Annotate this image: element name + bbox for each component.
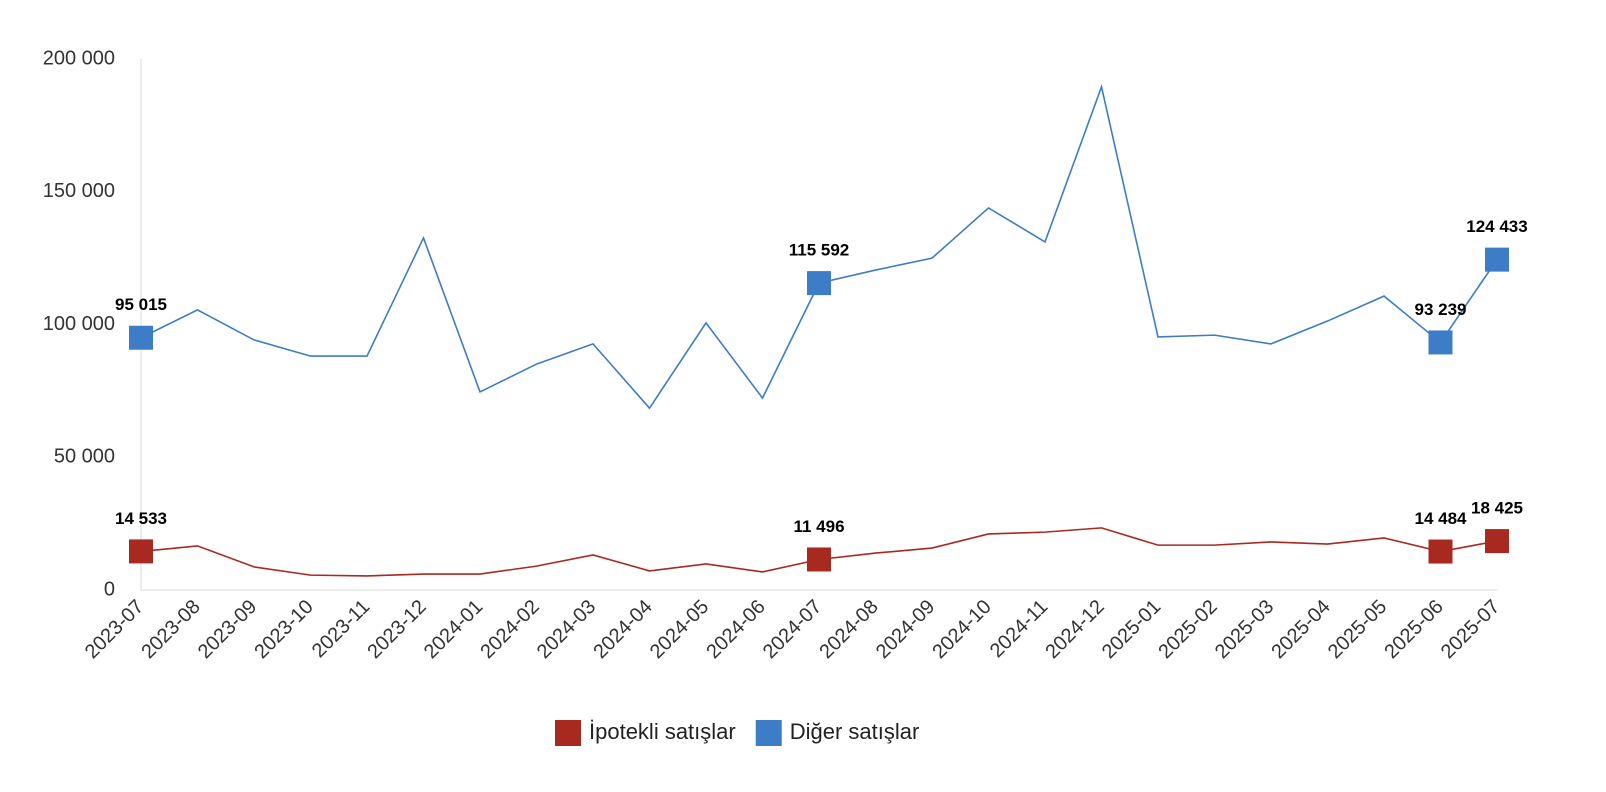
y-tick-label: 150 000 [43, 180, 115, 202]
legend-swatch [755, 720, 782, 746]
data-marker [807, 271, 831, 296]
y-tick-label: 0 [104, 578, 115, 600]
x-tick-label: 2025-04 [1267, 596, 1334, 663]
data-marker [1428, 539, 1453, 564]
x-tick-label: 2025-06 [1380, 596, 1447, 663]
x-tick-label: 2023-11 [308, 596, 374, 662]
x-tick-label: 2025-07 [1437, 596, 1504, 663]
data-marker [129, 539, 153, 564]
x-tick-label: 2024-03 [533, 596, 600, 663]
data-label: 18 425 [1471, 499, 1523, 518]
x-tick-label: 2023-10 [250, 596, 317, 663]
x-tick-label: 2025-01 [1098, 596, 1165, 663]
data-label: 93 239 [1415, 300, 1467, 319]
x-tick-label: 2023-09 [194, 596, 261, 663]
x-tick-label: 2023-07 [81, 596, 148, 663]
x-tick-label: 2024-08 [815, 596, 882, 663]
data-label: 14 484 [1415, 509, 1468, 528]
data-marker [1485, 247, 1509, 272]
x-tick-label: 2023-08 [137, 596, 204, 663]
data-label: 11 496 [793, 517, 844, 536]
x-tick-label: 2024-06 [702, 596, 769, 663]
legend-label: İpotekli satışlar [589, 719, 736, 744]
x-tick-label: 2025-02 [1154, 596, 1221, 663]
x-tick-label: 2023-12 [363, 596, 430, 663]
x-tick-label: 2024-10 [928, 596, 995, 663]
y-tick-label: 200 000 [43, 47, 115, 69]
legend-label: Diğer satışlar [790, 719, 920, 744]
x-tick-label: 2025-05 [1324, 596, 1391, 663]
x-tick-label: 2024-02 [476, 596, 543, 663]
x-tick-label: 2024-11 [986, 596, 1052, 662]
x-tick-label: 2024-05 [646, 596, 713, 663]
data-marker [1485, 529, 1509, 554]
data-label: 95 015 [115, 295, 167, 314]
legend-swatch [555, 720, 581, 746]
data-label: 14 533 [115, 509, 167, 528]
data-label: 115 592 [789, 241, 850, 260]
data-marker [129, 325, 153, 350]
x-tick-label: 2024-01 [420, 596, 487, 663]
y-tick-label: 100 000 [43, 313, 115, 335]
data-label: 124 433 [1466, 217, 1527, 236]
data-marker [1428, 330, 1453, 355]
x-tick-label: 2025-03 [1211, 596, 1278, 663]
x-tick-label: 2024-04 [589, 596, 656, 663]
x-tick-label: 2024-12 [1041, 596, 1108, 663]
x-tick-label: 2024-09 [872, 596, 939, 663]
x-tick-label: 2024-07 [759, 596, 826, 663]
data-marker [807, 547, 831, 572]
y-tick-label: 50 000 [54, 446, 115, 468]
